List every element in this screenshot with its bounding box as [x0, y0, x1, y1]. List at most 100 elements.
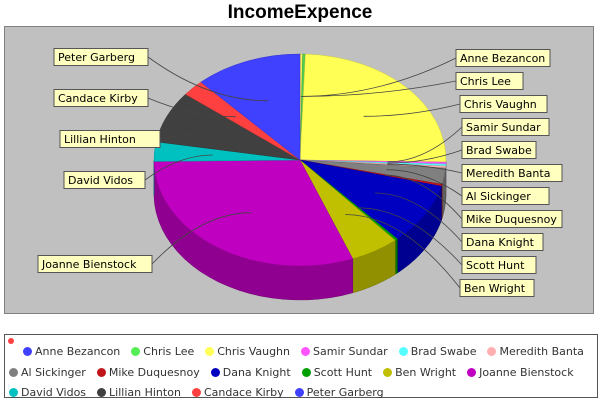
legend-label: Lillian Hinton: [109, 386, 181, 399]
legend-label: Dana Knight: [222, 366, 291, 379]
legend-label: Chris Lee: [143, 345, 195, 358]
label-box-meredith-banta: [461, 164, 563, 182]
label-box-brad-swabe: [461, 141, 537, 159]
leader-lillian-hinton: [159, 133, 221, 140]
slice-label-dana-knight: Dana Knight: [466, 236, 535, 249]
legend-item-al-sickinger: Al Sickinger: [5, 366, 86, 379]
legend-swatch: [131, 347, 141, 356]
legend-label: Chris Vaughn: [217, 345, 291, 358]
label-box-peter-garberg: [53, 48, 149, 66]
label-box-samir-sundar: [461, 118, 550, 136]
leader-al-sickinger: [386, 169, 463, 197]
label-box-chris-vaughn: [459, 95, 548, 113]
legend-swatch: [294, 388, 304, 397]
slice-label-peter-garberg: Peter Garberg: [58, 51, 135, 64]
legend-swatch: [301, 368, 311, 377]
legend-row: Anne Bezancon Chris Lee Chris Vaughn Samir …: [19, 340, 591, 359]
slice-label-ben-wright: Ben Wright: [464, 282, 526, 295]
leader-chris-lee: [302, 80, 457, 97]
slice-label-joanne-bienstock: Joanne Bienstock: [41, 258, 137, 271]
leader-scott-hunt: [357, 207, 463, 266]
leader-joanne-bienstock: [151, 212, 252, 265]
legend-corner-dot: [8, 338, 14, 344]
leader-david-vidos: [144, 154, 213, 181]
legend-swatch: [23, 347, 32, 356]
label-box-scott-hunt: [461, 256, 537, 274]
label-box-al-sickinger: [461, 187, 550, 205]
legend-row: Al Sickinger Mike Duquesnoy Dana Knight Sco…: [5, 361, 581, 380]
label-box-david-vidos: [63, 171, 146, 189]
legend-item-david-vidos: David Vidos: [5, 386, 86, 399]
leader-dana-knight: [374, 192, 463, 243]
legend-label: Joanne Bienstock: [479, 366, 574, 379]
legend-swatch: [210, 368, 220, 377]
leader-candace-kirby: [147, 97, 236, 118]
legend-item-chris-lee: Chris Lee: [127, 345, 194, 358]
legend-swatch: [9, 368, 18, 377]
pie-slice-joanne-bienstock: [153, 159, 354, 267]
legend-swatch: [301, 347, 311, 356]
slice-label-scott-hunt: Scott Hunt: [466, 259, 525, 272]
leader-mike-duquesnoy: [385, 174, 463, 220]
legend-item-chris-vaughn: Chris Vaughn: [201, 345, 290, 358]
legend-label: Samir Sundar: [313, 345, 388, 358]
leader-samir-sundar: [387, 126, 463, 163]
legend-label: David Vidos: [21, 386, 87, 399]
leader-brad-swabe: [387, 149, 463, 164]
legend-item-meredith-banta: Meredith Banta: [483, 345, 584, 358]
legend-swatch: [205, 347, 215, 356]
legend-swatch: [398, 347, 408, 356]
leader-peter-garberg: [147, 56, 269, 102]
label-box-anne-bezancon: [455, 49, 551, 67]
legend-item-scott-hunt: Scott Hunt: [298, 366, 372, 379]
legend-item-peter-garberg: Peter Garberg: [291, 386, 384, 399]
legend-label: Brad Swabe: [410, 345, 477, 358]
pie-wall-scott-hunt: [395, 238, 398, 275]
label-box-lillian-hinton: [59, 130, 161, 148]
slice-label-al-sickinger: Al Sickinger: [466, 190, 531, 203]
label-box-joanne-bienstock: [37, 255, 153, 273]
slice-label-david-vidos: David Vidos: [68, 174, 133, 187]
slice-label-brad-swabe: Brad Swabe: [466, 144, 532, 157]
legend-item-mike-duquesnoy: Mike Duquesnoy: [93, 366, 200, 379]
legend-swatch: [96, 368, 106, 377]
label-box-ben-wright: [459, 279, 535, 297]
legend-item-brad-swabe: Brad Swabe: [395, 345, 477, 358]
label-box-candace-kirby: [53, 89, 149, 107]
pie-slice-chris-vaughn: [299, 53, 447, 163]
legend-item-samir-sundar: Samir Sundar: [297, 345, 388, 358]
legend-label: Peter Garberg: [306, 386, 384, 399]
slice-label-anne-bezancon: Anne Bezancon: [460, 52, 545, 65]
leader-ben-wright: [345, 214, 461, 289]
legend-item-candace-kirby: Candace Kirby: [188, 386, 284, 399]
legend-label: Scott Hunt: [313, 366, 373, 379]
legend-label: Ben Wright: [395, 366, 457, 379]
slice-label-lillian-hinton: Lillian Hinton: [64, 133, 136, 146]
legend-label: Mike Duquesnoy: [108, 366, 200, 379]
legend-label: Al Sickinger: [21, 366, 86, 379]
legend-swatch: [191, 388, 201, 397]
legend-label: Anne Bezancon: [35, 345, 121, 358]
slice-label-chris-vaughn: Chris Vaughn: [464, 98, 537, 111]
legend-label: Meredith Banta: [499, 345, 584, 358]
label-box-mike-duquesnoy: [461, 210, 563, 228]
pie-slice-peter-garberg: [200, 53, 301, 161]
legend-swatch: [383, 368, 393, 377]
legend-row: David Vidos Lillian Hinton Candace Kirby Pe…: [5, 381, 391, 400]
legend: Anne Bezancon Chris Lee Chris Vaughn Samir …: [4, 334, 598, 400]
legend-swatch: [487, 347, 497, 356]
legend-item-anne-bezancon: Anne Bezancon: [19, 345, 120, 358]
legend-swatch: [467, 368, 477, 377]
legend-label: Candace Kirby: [203, 386, 284, 399]
legend-swatch: [97, 388, 107, 397]
pie-slice-dana-knight: [299, 159, 442, 240]
legend-item-ben-wright: Ben Wright: [379, 366, 456, 379]
label-box-dana-knight: [461, 233, 544, 251]
chart-title: IncomeExpence: [227, 2, 373, 23]
leader-meredith-banta: [387, 163, 463, 174]
legend-item-joanne-bienstock: Joanne Bienstock: [463, 366, 574, 379]
label-box-chris-lee: [455, 72, 524, 90]
slice-label-mike-duquesnoy: Mike Duquesnoy: [466, 213, 557, 226]
slice-label-chris-lee: Chris Lee: [460, 75, 511, 88]
